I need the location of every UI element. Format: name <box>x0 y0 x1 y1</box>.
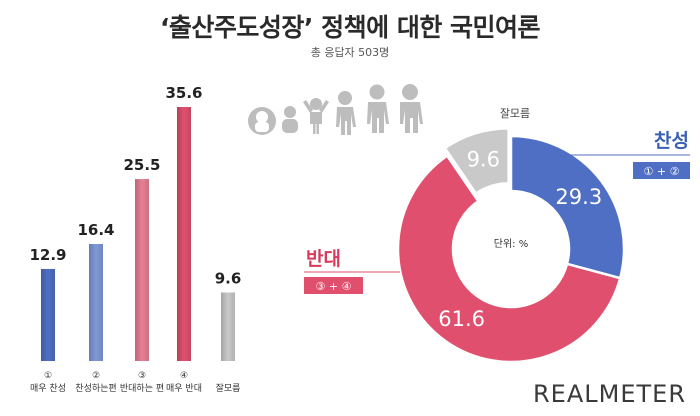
bar-value-label: 35.6 <box>165 84 202 102</box>
teen-icon <box>336 91 356 135</box>
badge-pro-text: ① + ② <box>644 165 680 178</box>
bar-group: 35.6 ④ 매우 반대 <box>165 84 202 394</box>
chart-subtitle: 총 응답자 503명 <box>310 46 390 59</box>
bar-shade <box>41 268 55 361</box>
donut-annotations: 잘모름 찬성 ① + ② 반대 ③ + ④ 단위: % <box>304 107 690 294</box>
adult-icon <box>367 84 389 133</box>
donut-slice-group: 61.6 <box>396 154 622 364</box>
label-unknown: 잘모름 <box>500 107 530 120</box>
slice-value-label: 61.6 <box>438 307 485 331</box>
child-icon <box>303 98 329 134</box>
donut-slice-group: 29.3 <box>509 134 626 280</box>
bar-group: 9.6 잘모름 <box>215 270 242 394</box>
category-label: 잘모름 <box>216 382 241 394</box>
label-pro: 찬성 <box>654 130 689 152</box>
slice-value-label: 9.6 <box>467 148 500 172</box>
category-label: 매우 반대 <box>166 383 202 394</box>
toddler-icon <box>282 106 298 133</box>
bar-value-label: 12.9 <box>29 246 66 264</box>
bar-group: 12.9 ① 매우 찬성 <box>29 246 66 394</box>
badge-con <box>304 277 363 294</box>
category-label: 매우 찬성 <box>30 383 66 394</box>
donut-slice <box>396 154 622 364</box>
bar-shade <box>135 179 149 361</box>
label-con: 반대 <box>306 248 341 270</box>
bar-shade <box>221 292 235 361</box>
badge-con-text: ③ + ④ <box>316 280 352 293</box>
slice-value-label: 29.3 <box>555 185 602 209</box>
bar-value-label: 16.4 <box>77 221 114 239</box>
category-number: ② <box>92 371 100 381</box>
bar-shade <box>177 107 191 361</box>
category-label: 반대하는 편 <box>120 382 164 394</box>
badge-pro <box>633 162 690 179</box>
category-label: 찬성하는편 <box>75 382 116 394</box>
realmeter-logo: REALMETER <box>533 380 686 408</box>
chart-title: ‘출산주도성장’ 정책에 대한 국민여론 <box>159 13 541 42</box>
baby-icon <box>248 107 276 135</box>
category-number: ① <box>44 371 52 381</box>
donut-slice <box>509 134 626 280</box>
donut-slice <box>443 127 510 196</box>
bar-shade <box>89 243 103 361</box>
bar-value-label: 9.6 <box>215 270 242 288</box>
category-number: ③ <box>138 371 146 381</box>
bar-value-label: 25.5 <box>123 156 160 174</box>
category-number: ④ <box>180 371 188 381</box>
donut-chart: 29.3 61.6 9.6 <box>396 127 626 364</box>
donut-slice-group: 9.6 <box>443 127 510 196</box>
adult-icon <box>400 84 423 133</box>
unit-note: 단위: % <box>494 237 528 250</box>
people-icons <box>248 84 423 135</box>
